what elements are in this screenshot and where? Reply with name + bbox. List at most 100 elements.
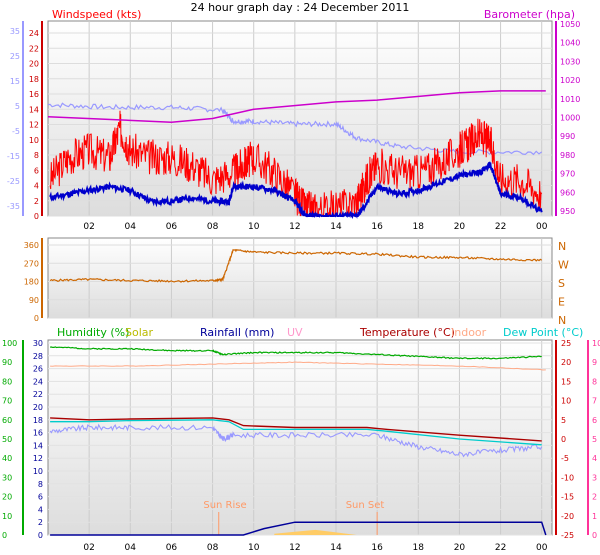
baro-axis-tick-990: 990 (560, 132, 575, 141)
uv-axis-tick-0: 0 (592, 531, 597, 540)
x-tick-label-18: 18 (413, 543, 425, 553)
dir-axis-tick-180: 180 (24, 278, 39, 287)
dewpoint-label: Dew Point (°C) (503, 326, 583, 339)
wind-left-axis-bar (41, 21, 43, 216)
wind-axis-tick-8: 8 (34, 151, 39, 160)
direction-left-axis-bar (41, 238, 43, 318)
wind-axis-tick-16: 16 (29, 90, 39, 99)
solar-axis-tick-22: 22 (33, 390, 43, 399)
solar-area (274, 529, 357, 535)
outer-axis-tick-35: 35 (10, 27, 20, 36)
outer-axis-tick-5: 5 (15, 102, 20, 111)
wind-axis-tick-24: 24 (29, 29, 39, 38)
temp-axis-tick-20: 20 (561, 358, 571, 367)
wind-axis-ticks: 3525155-5-15-25-352422201816141210864201… (7, 20, 580, 232)
temp-axis-tick--15: -15 (561, 493, 574, 502)
wind-direction-line (49, 248, 542, 283)
direction-series (49, 248, 542, 283)
uv-axis-bar (587, 340, 589, 535)
x-tick-label-12: 12 (289, 543, 300, 553)
x-tick-label-12: 12 (289, 222, 300, 232)
solar-axis-tick-8: 8 (38, 480, 43, 489)
solar-axis-tick-0: 0 (38, 531, 43, 540)
temp-axis-tick-0: 0 (561, 435, 566, 444)
humidity-axis-tick-50: 50 (2, 435, 12, 444)
wind-axis-tick-0: 0 (34, 212, 39, 221)
weather-axis-ticks: 1009080706050403020100302826242220181614… (2, 339, 600, 553)
x-tick-label-04: 04 (125, 543, 137, 553)
dewpoint-line (50, 419, 542, 446)
solar-axis-tick-20: 20 (33, 403, 43, 412)
wind-axis-tick-4: 4 (34, 182, 39, 191)
solar-axis-tick-4: 4 (38, 505, 43, 514)
dir-axis-tick-360: 360 (24, 241, 39, 250)
baro-axis-tick-1020: 1020 (560, 76, 580, 85)
x-tick-label-02: 02 (83, 222, 94, 232)
temp-axis-tick-25: 25 (561, 339, 571, 348)
solar-axis-tick-16: 16 (33, 429, 43, 438)
windspeed-label: Windspeed (kts) (52, 8, 141, 21)
x-tick-label-16: 16 (371, 543, 383, 553)
weather-panel: Humidity (%) Solar Rainfall (mm) UV Temp… (2, 326, 600, 553)
x-tick-label-10: 10 (248, 543, 260, 553)
compass-label-0: N (558, 240, 566, 253)
dir-axis-tick-270: 270 (24, 259, 39, 268)
chart-title: 24 hour graph day : 24 December 2011 (191, 1, 410, 14)
x-tick-label-18: 18 (413, 222, 425, 232)
x-tick-label-14: 14 (330, 222, 342, 232)
solar-axis-tick-14: 14 (33, 441, 43, 450)
wind-axis-tick-2: 2 (34, 197, 39, 206)
x-tick-label-06: 06 (166, 543, 178, 553)
solar-axis-tick-30: 30 (33, 339, 43, 348)
solar-axis-tick-24: 24 (33, 377, 43, 386)
baro-axis-tick-1050: 1050 (560, 20, 580, 29)
barometer-label: Barometer (hpa) (484, 8, 575, 21)
humidity-axis-tick-70: 70 (2, 397, 12, 406)
outer-axis-tick-15: 15 (10, 77, 20, 86)
compass-label-4: N (558, 314, 566, 327)
rainfall-line (50, 521, 547, 536)
uv-axis-tick-7: 7 (592, 397, 597, 406)
temp-axis-tick-15: 15 (561, 377, 571, 386)
uv-axis-tick-1: 1 (592, 512, 597, 521)
baro-axis-tick-970: 970 (560, 170, 575, 179)
temp-axis-tick-5: 5 (561, 416, 566, 425)
humidity-axis-tick-90: 90 (2, 358, 12, 367)
x-tick-label-20: 20 (454, 543, 466, 553)
average-wind-line (49, 161, 543, 220)
x-tick-label-08: 08 (207, 222, 219, 232)
direction-plot-area (47, 237, 553, 319)
wind-axis-tick-22: 22 (29, 44, 39, 53)
humidity-axis-tick-0: 0 (2, 531, 7, 540)
wind-axis-tick-18: 18 (29, 75, 39, 84)
outer-axis-tick--15: -15 (7, 152, 20, 161)
temp-axis-tick--5: -5 (561, 454, 569, 463)
humidity-axis-tick-60: 60 (2, 416, 12, 425)
rainfall-label: Rainfall (mm) (200, 326, 274, 339)
weather-plot-area (47, 339, 553, 536)
temperature-line (50, 417, 542, 442)
uv-axis-tick-5: 5 (592, 435, 597, 444)
baro-axis-tick-950: 950 (560, 207, 575, 216)
temperature-trace-line (47, 102, 543, 156)
uv-label: UV (287, 326, 303, 339)
wind-plot-area (47, 20, 553, 217)
solar-axis-tick-10: 10 (33, 467, 43, 476)
x-tick-label-04: 04 (125, 222, 137, 232)
humidity-axis-tick-30: 30 (2, 473, 12, 482)
temp-axis-tick--25: -25 (561, 531, 574, 540)
baro-axis-tick-1040: 1040 (560, 39, 580, 48)
temp-axis-tick--10: -10 (561, 473, 574, 482)
x-tick-label-00: 00 (536, 543, 548, 553)
temp-axis-tick-10: 10 (561, 397, 571, 406)
x-tick-label-22: 22 (495, 543, 506, 553)
humidity-label: Humidity (%) (57, 326, 129, 339)
uv-axis-tick-4: 4 (592, 454, 597, 463)
baro-axis-tick-1010: 1010 (560, 95, 580, 104)
x-tick-label-08: 08 (207, 543, 219, 553)
indoor-temperature-line (50, 361, 546, 371)
outer-axis-tick--25: -25 (7, 177, 20, 186)
humidity-axis-tick-80: 80 (2, 377, 12, 386)
